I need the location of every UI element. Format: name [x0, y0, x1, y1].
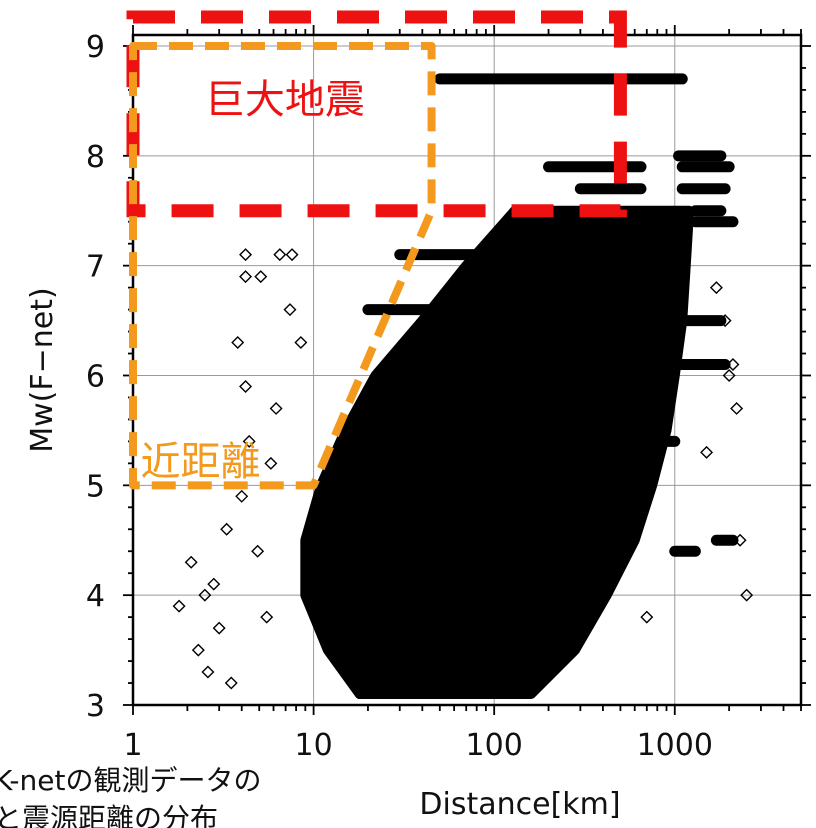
data-point [235, 489, 249, 503]
axis-ticks [123, 25, 811, 715]
data-point [172, 599, 186, 613]
y-tick-label: 5 [86, 469, 105, 504]
data-point [201, 665, 215, 679]
y-tick-label: 9 [86, 30, 105, 65]
data-point [283, 303, 297, 317]
x-axis-title: Distance[km] [419, 787, 620, 822]
data-point [733, 533, 747, 547]
data-point [294, 336, 308, 350]
data-point [269, 401, 283, 415]
data-point [231, 336, 245, 350]
y-tick-label: 6 [86, 359, 105, 394]
data-point [730, 401, 744, 415]
scatter-points [172, 248, 754, 690]
data-point [260, 610, 274, 624]
data-point [273, 248, 287, 262]
data-point [722, 369, 736, 382]
giant-earthquake-label: 巨大地震 [205, 77, 365, 123]
caption-line-2: と震源距離の分布 [0, 802, 218, 828]
data-point [740, 588, 754, 602]
axis-labels: 1 10 100 1000 3 4 5 6 7 8 9 Distance[km] Mw(F−net) K-… [0, 30, 713, 828]
y-tick-label: 4 [86, 579, 105, 614]
dense-data-cloud [300, 205, 695, 700]
data-point [700, 445, 714, 459]
data-point [709, 281, 723, 295]
data-point [726, 358, 740, 371]
data-point [251, 544, 265, 558]
x-tick-label: 1 [123, 728, 142, 763]
data-point [212, 621, 226, 635]
data-point [285, 248, 299, 262]
scatter-layer [300, 73, 739, 700]
x-tick-label: 100 [466, 728, 523, 763]
caption-line-1: K-netの観測データの [0, 764, 261, 797]
x-tick-label: 1000 [637, 728, 713, 763]
x-tick-label: 10 [294, 728, 332, 763]
data-point [254, 270, 268, 284]
data-point [184, 555, 198, 569]
data-point [207, 577, 221, 591]
data-point [264, 456, 278, 470]
data-point [640, 610, 654, 624]
near-distance-label: 近距離 [140, 439, 260, 485]
data-point [242, 434, 256, 448]
y-tick-label: 8 [86, 140, 105, 175]
data-point [718, 314, 732, 328]
y-axis-title: Mw(F−net) [25, 287, 60, 452]
y-tick-label: 3 [86, 689, 105, 724]
data-point [239, 270, 253, 284]
data-point [239, 248, 253, 262]
near-distance-region [129, 41, 436, 490]
data-point [239, 379, 253, 393]
data-point [191, 643, 205, 657]
data-point [198, 588, 212, 602]
data-point [220, 522, 234, 536]
y-tick-label: 7 [86, 250, 105, 285]
data-point [224, 676, 238, 690]
